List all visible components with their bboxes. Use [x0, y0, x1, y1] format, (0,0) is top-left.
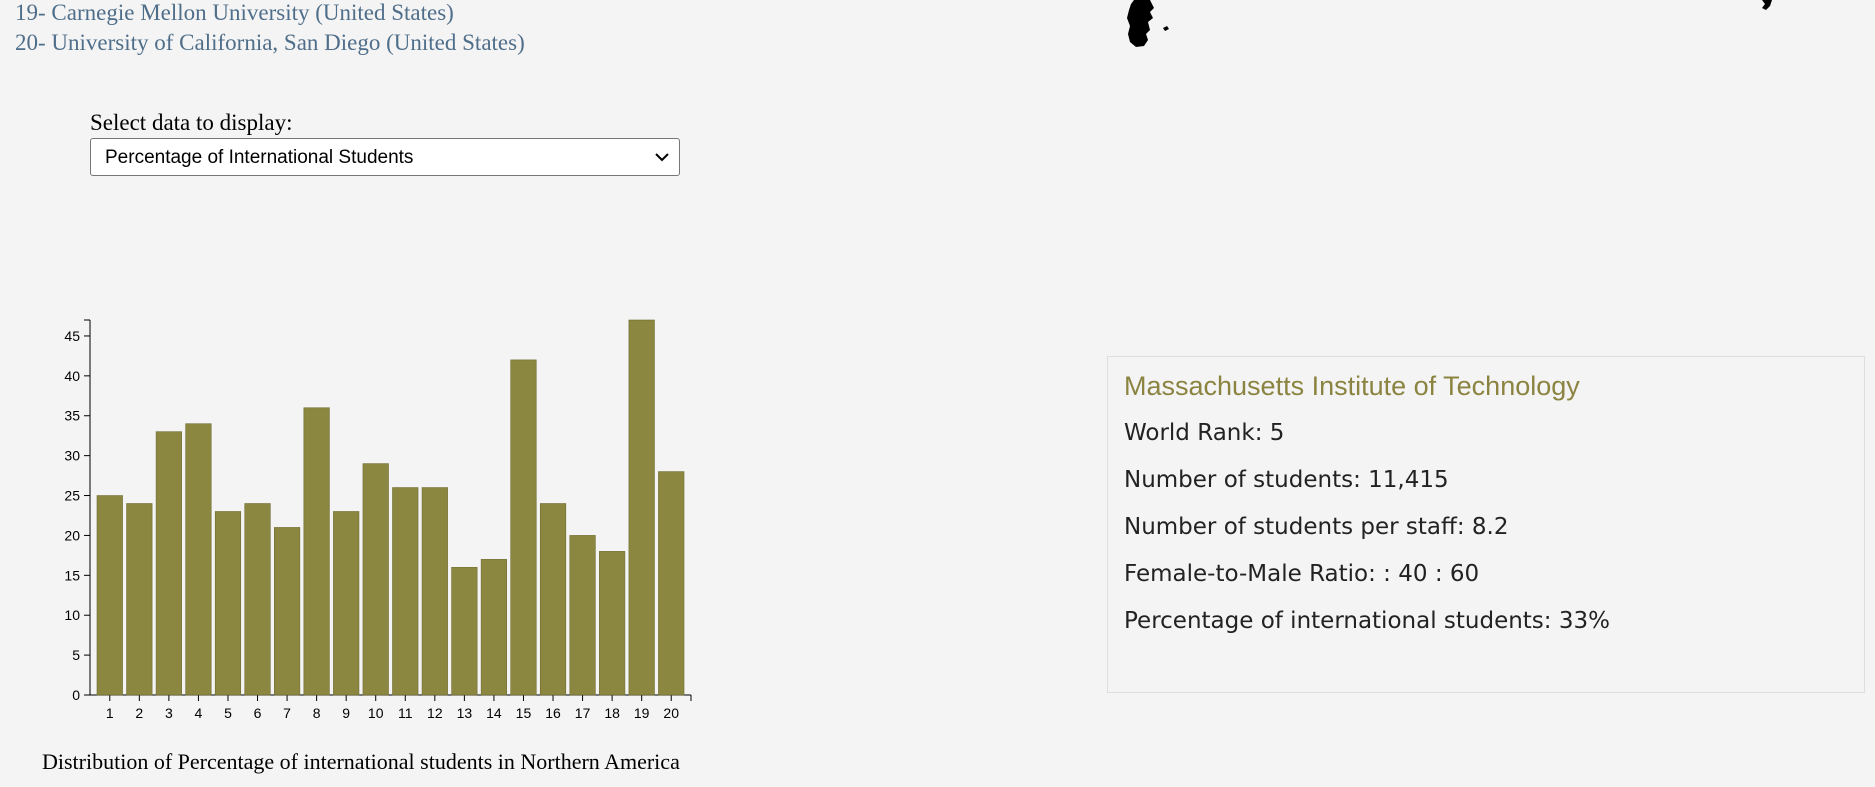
x-tick-label: 17	[575, 705, 591, 721]
university-name: University of California, San Diego (Uni…	[51, 30, 525, 55]
x-tick-label: 1	[106, 705, 114, 721]
x-tick-label: 7	[283, 705, 291, 721]
y-tick-label: 30	[64, 448, 80, 464]
y-tick-label: 45	[64, 328, 80, 344]
chart-title: Distribution of Percentage of internatio…	[42, 749, 680, 774]
university-title: Massachusetts Institute of Technology	[1124, 371, 1580, 401]
x-tick-label: 19	[634, 705, 650, 721]
bar[interactable]	[333, 511, 360, 696]
y-tick-label: 40	[64, 368, 80, 384]
bar-chart: 0 5 10 15 20 25 30 35 40 45 1 2 3 4 5 6 7 8 9 10 11 12 13 14 15…	[0, 300, 720, 730]
bar[interactable]	[569, 535, 596, 696]
y-tick-label: 10	[64, 607, 80, 623]
ranking-number: 20-	[15, 30, 46, 55]
x-tick-label: 18	[604, 705, 620, 721]
bar[interactable]	[480, 559, 507, 696]
x-tick-label: 8	[313, 705, 321, 721]
international-students-pct: Percentage of international students: 33…	[1124, 608, 1610, 634]
y-tick-label: 25	[64, 488, 80, 504]
bar[interactable]	[599, 551, 626, 696]
x-tick-label: 13	[457, 705, 473, 721]
data-select-label: Select data to display:	[90, 110, 293, 135]
bar[interactable]	[155, 431, 182, 696]
data-select-dropdown[interactable]: Percentage of International Students	[90, 138, 680, 176]
x-tick-label: 16	[545, 705, 561, 721]
x-tick-label: 6	[254, 705, 262, 721]
bar[interactable]	[362, 463, 389, 696]
bar[interactable]	[421, 487, 448, 696]
chevron-down-icon	[655, 153, 669, 162]
world-rank: World Rank: 5	[1124, 420, 1285, 446]
bar[interactable]	[510, 359, 537, 696]
bar[interactable]	[658, 471, 685, 696]
x-tick-label: 3	[165, 705, 173, 721]
bar[interactable]	[96, 495, 123, 696]
bar[interactable]	[244, 503, 271, 696]
bar[interactable]	[214, 511, 242, 696]
x-tick-label: 15	[516, 705, 532, 721]
y-tick-label: 15	[64, 567, 80, 583]
x-tick-label: 2	[135, 705, 143, 721]
x-tick-label: 4	[195, 705, 203, 721]
y-axis: 0 5 10 15 20 25 30 35 40 45	[64, 319, 91, 703]
university-name: Carnegie Mellon University (United State…	[51, 0, 454, 25]
map-fragment	[1762, 0, 1772, 10]
university-info-card: Massachusetts Institute of Technology Wo…	[1107, 356, 1865, 693]
number-of-students: Number of students: 11,415	[1124, 467, 1449, 493]
x-tick-label: 12	[427, 705, 443, 721]
x-tick-label: 14	[486, 705, 502, 721]
y-tick-label: 5	[72, 647, 80, 663]
x-tick-label: 20	[663, 705, 679, 721]
bar[interactable]	[539, 503, 567, 696]
bar[interactable]	[392, 487, 419, 696]
y-tick-label: 35	[64, 408, 80, 424]
bars-group	[96, 319, 685, 696]
data-select-value: Percentage of International Students	[105, 147, 414, 168]
female-male-ratio: Female-to-Male Ratio: : 40 : 60	[1124, 561, 1480, 587]
bar[interactable]	[451, 567, 478, 696]
ranking-list-item[interactable]: 19- Carnegie Mellon University (United S…	[15, 0, 454, 26]
ranking-list-item[interactable]: 20- University of California, San Diego …	[15, 30, 525, 56]
bar[interactable]	[628, 319, 655, 696]
y-tick-label: 20	[64, 527, 80, 543]
bar[interactable]	[126, 503, 153, 696]
bar[interactable]	[303, 407, 330, 696]
bar[interactable]	[273, 527, 301, 696]
students-per-staff: Number of students per staff: 8.2	[1124, 514, 1509, 540]
x-tick-label: 11	[398, 705, 413, 721]
bar[interactable]	[185, 423, 212, 696]
x-tick-label: 5	[224, 705, 232, 721]
x-tick-label: 10	[368, 705, 384, 721]
y-tick-label: 0	[72, 687, 80, 703]
x-axis: 1 2 3 4 5 6 7 8 9 10 11 12 13 14 15 16 17 18 19 20	[90, 694, 692, 721]
ranking-number: 19-	[15, 0, 46, 25]
map-fragment	[1127, 0, 1169, 47]
x-tick-label: 9	[342, 705, 350, 721]
